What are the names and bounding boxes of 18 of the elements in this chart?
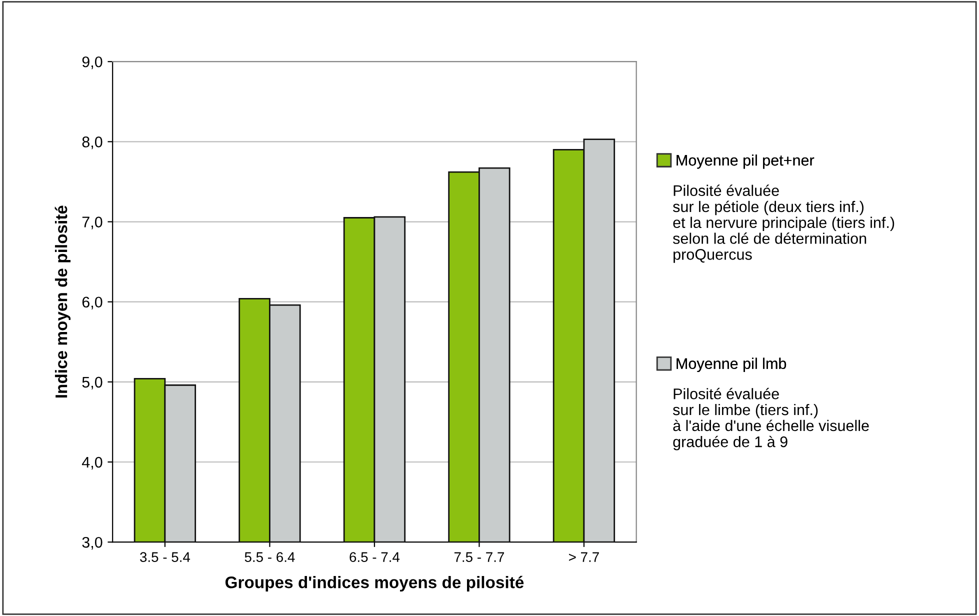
y-tick-label: 4,0	[82, 456, 102, 470]
x-axis-title: Groupes d'indices moyens de pilosité	[225, 576, 524, 592]
x-tick-label: 6.5 - 7.4	[350, 552, 400, 562]
x-tick-label: > 7.7	[569, 552, 599, 562]
text: Pilosité évaluée sur le pétiole (deux tiers inf.) et la nervure principale (tiers inf.) selon la clé de détermination proQuercus	[673, 184, 894, 263]
text: Pilosité évaluée sur le limbe (tiers inf.) à l'aide d'une échelle visuelle graduée de 1 à 9	[673, 388, 869, 450]
y-tick-label: 8,0	[82, 136, 102, 150]
legend-label: Moyenne pil lmb	[676, 358, 786, 372]
y-tick-label: 9,0	[82, 56, 102, 70]
x-tick-label: 5.5 - 6.4	[244, 552, 295, 562]
x-tick-label: 3.5 - 5.4	[140, 552, 190, 562]
y-tick-label: 5,0	[82, 376, 102, 390]
y-tick-label: 7,0	[82, 216, 102, 230]
y-axis-title: Indice moyen de pilosité	[54, 206, 71, 398]
legend-label: Moyenne pil pet+ner	[676, 154, 814, 169]
y-tick-label: 3,0	[82, 536, 102, 550]
x-tick-label: 7.5 - 7.7	[454, 552, 504, 562]
y-tick-label: 6,0	[82, 296, 102, 310]
